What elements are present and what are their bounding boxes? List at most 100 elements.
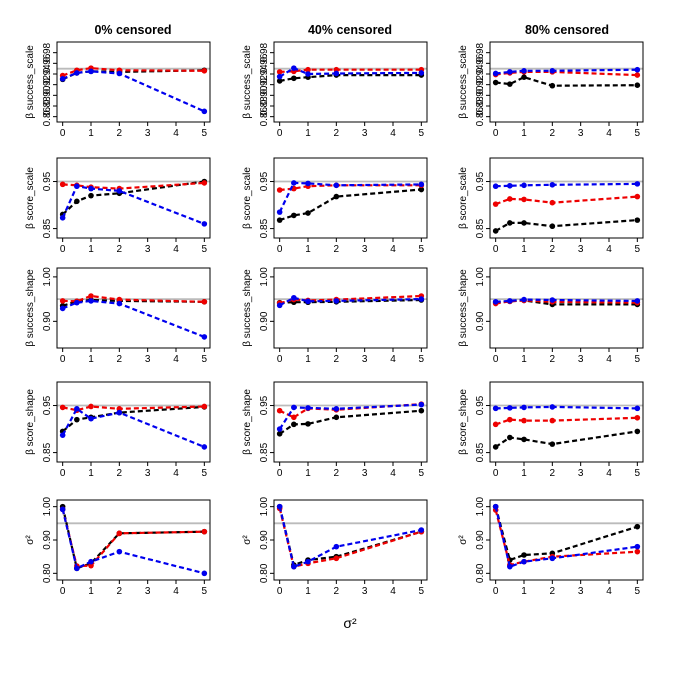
x-tick-label: 3 bbox=[578, 468, 584, 479]
panel-0-2: 0 1 2 3 4 5 0.860.880.900.920.940.960.98 β succ… bbox=[458, 41, 644, 139]
y-tick-label: 0.90 bbox=[42, 85, 53, 105]
y-tick-label: 0.86 bbox=[475, 106, 486, 126]
panel-frame bbox=[56, 267, 211, 349]
point-red bbox=[507, 196, 513, 202]
series-line-blue bbox=[61, 407, 205, 448]
y-tick-label: 0.90 bbox=[475, 311, 486, 331]
point-red bbox=[88, 293, 94, 299]
panel-frame bbox=[489, 41, 644, 123]
panel-2-2: 0 1 2 3 4 5 0.90 1.00 β success_shape bbox=[458, 267, 644, 365]
y-tick-label: 0.90 bbox=[475, 85, 486, 105]
point-blue bbox=[88, 558, 94, 565]
y-tick-label: 1.00 bbox=[42, 496, 53, 516]
x-tick-label: 2 bbox=[334, 128, 340, 139]
panel-3-1: 0 1 2 3 4 5 0.85 0.95 β score_shape bbox=[242, 381, 428, 479]
point-blue bbox=[492, 298, 499, 305]
point-blue bbox=[333, 182, 340, 189]
point-red bbox=[492, 201, 499, 207]
series-line-red bbox=[495, 195, 638, 206]
y-tick-label: 0.80 bbox=[475, 563, 486, 583]
x-tick-label: 5 bbox=[419, 354, 425, 365]
point-blue bbox=[88, 185, 94, 192]
point-black bbox=[88, 192, 94, 199]
x-tick-label: 0 bbox=[493, 128, 499, 139]
y-tick-label: 0.90 bbox=[42, 311, 53, 331]
x-tick-label: 2 bbox=[334, 468, 340, 479]
panel-frame bbox=[273, 381, 428, 463]
x-tick-label: 4 bbox=[606, 128, 612, 139]
y-tick-label: 1.00 bbox=[259, 496, 270, 516]
x-tick-label: 0 bbox=[493, 468, 499, 479]
point-blue bbox=[634, 543, 641, 550]
point-blue bbox=[74, 299, 80, 306]
series-line-black bbox=[495, 76, 638, 87]
series-line-black bbox=[278, 506, 422, 567]
series-line-blue bbox=[278, 506, 422, 569]
panel-frame bbox=[273, 157, 428, 239]
point-blue bbox=[492, 183, 499, 190]
point-blue bbox=[291, 294, 297, 301]
point-blue bbox=[59, 76, 66, 82]
point-red bbox=[59, 298, 66, 304]
y-axis-label: β success_shape bbox=[458, 269, 469, 347]
point-blue bbox=[116, 188, 123, 194]
point-blue bbox=[492, 70, 499, 77]
point-blue bbox=[276, 209, 283, 215]
y-axis-label: β success_shape bbox=[25, 269, 36, 347]
x-tick-label: 0 bbox=[277, 244, 283, 255]
point-blue bbox=[276, 302, 283, 309]
x-tick-label: 3 bbox=[362, 468, 368, 479]
x-tick-label: 0 bbox=[60, 128, 66, 139]
point-black bbox=[634, 428, 641, 435]
point-black bbox=[521, 74, 527, 80]
panel-frame bbox=[56, 381, 211, 463]
y-tick-label: 0.92 bbox=[42, 74, 53, 94]
x-tick-label: 0 bbox=[277, 354, 283, 365]
point-red bbox=[521, 196, 527, 203]
point-blue bbox=[59, 214, 66, 221]
point-black bbox=[507, 220, 513, 226]
point-blue bbox=[74, 70, 80, 76]
x-tick-label: 3 bbox=[145, 586, 151, 597]
point-red bbox=[201, 403, 208, 410]
y-tick-label: 0.90 bbox=[259, 85, 270, 105]
point-red bbox=[305, 66, 311, 73]
point-blue bbox=[276, 426, 283, 432]
y-tick-label: 0.86 bbox=[259, 106, 270, 126]
x-tick-label: 2 bbox=[117, 244, 123, 255]
x-tick-label: 1 bbox=[88, 468, 94, 479]
point-black bbox=[521, 220, 527, 226]
point-black bbox=[634, 523, 641, 530]
panel-3-2: 0 1 2 3 4 5 0.85 0.95 β score_shape bbox=[458, 381, 644, 479]
panel-4-2: 0 1 2 3 4 5 0.80 0.90 1.00 σ² bbox=[458, 496, 644, 597]
point-red bbox=[549, 417, 556, 424]
point-black bbox=[549, 223, 556, 230]
panel-2-0: 0 1 2 3 4 5 0.90 1.00 β success_shape bbox=[25, 267, 211, 365]
y-axis-label: β score_scale bbox=[242, 167, 253, 229]
y-tick-label: 0.92 bbox=[259, 74, 270, 94]
y-tick-label: 0.85 bbox=[475, 442, 486, 462]
point-blue bbox=[521, 404, 527, 411]
y-axis-label: β score_scale bbox=[458, 167, 469, 229]
point-blue bbox=[116, 548, 123, 555]
point-blue bbox=[74, 565, 80, 572]
series-line-black bbox=[495, 430, 638, 448]
x-tick-label: 5 bbox=[419, 468, 425, 479]
y-tick-label: 1.00 bbox=[42, 267, 53, 287]
series-line-red bbox=[495, 70, 638, 77]
point-blue bbox=[418, 296, 425, 302]
point-red bbox=[521, 417, 527, 424]
point-blue bbox=[116, 300, 123, 307]
point-blue bbox=[291, 563, 297, 570]
y-tick-label: 0.95 bbox=[42, 395, 53, 415]
x-tick-label: 4 bbox=[173, 128, 179, 139]
point-blue bbox=[201, 444, 208, 450]
panel-frame bbox=[273, 267, 428, 349]
point-black bbox=[276, 430, 283, 437]
point-blue bbox=[521, 68, 527, 74]
point-red bbox=[549, 199, 556, 206]
y-tick-label: 0.95 bbox=[259, 395, 270, 415]
x-tick-label: 0 bbox=[60, 354, 66, 365]
x-tick-label: 4 bbox=[173, 468, 179, 479]
